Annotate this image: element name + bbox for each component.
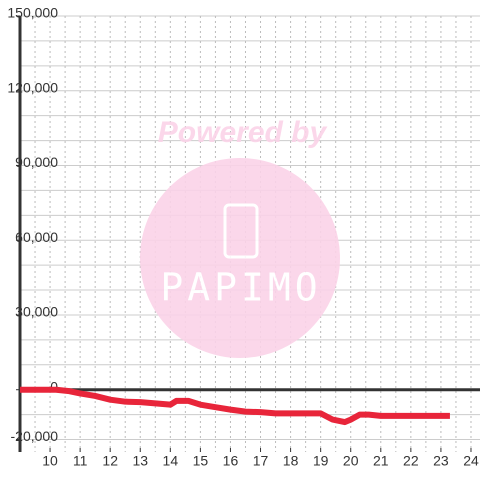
x-tick-label: 10: [42, 453, 58, 469]
watermark-logo: PAPIMO: [160, 266, 321, 310]
x-tick-label: 14: [163, 453, 179, 469]
x-tick-label: 23: [433, 453, 449, 469]
line: [20, 386, 450, 426]
x-tick-label: 12: [102, 453, 118, 469]
y-tick-label: -20,000: [11, 428, 59, 444]
x-tick-label: 22: [403, 453, 419, 469]
x-tick-label: 19: [313, 453, 329, 469]
watermark-text: Powered by: [158, 116, 328, 149]
y-tick-label: 0: [50, 378, 58, 394]
watermark: Powered by PAPIMO: [140, 116, 340, 358]
x-tick-label: 21: [373, 453, 389, 469]
x-tick-label: 24: [463, 453, 479, 469]
y-tick-label: 30,000: [15, 304, 58, 320]
x-tick-label: 16: [223, 453, 239, 469]
x-tick-label: 13: [132, 453, 148, 469]
x-tick-label: 20: [343, 453, 359, 469]
y-tick-label: 120,000: [7, 79, 58, 95]
y-tick-label: 150,000: [7, 5, 58, 21]
x-tick-label: 15: [193, 453, 209, 469]
x-tick-label: 17: [253, 453, 269, 469]
y-tick-label: 90,000: [15, 154, 58, 170]
y-tick-label: 60,000: [15, 229, 58, 245]
x-tick-label: 11: [73, 453, 88, 469]
x-tick-label: 18: [283, 453, 299, 469]
logo-phone: [223, 203, 259, 259]
